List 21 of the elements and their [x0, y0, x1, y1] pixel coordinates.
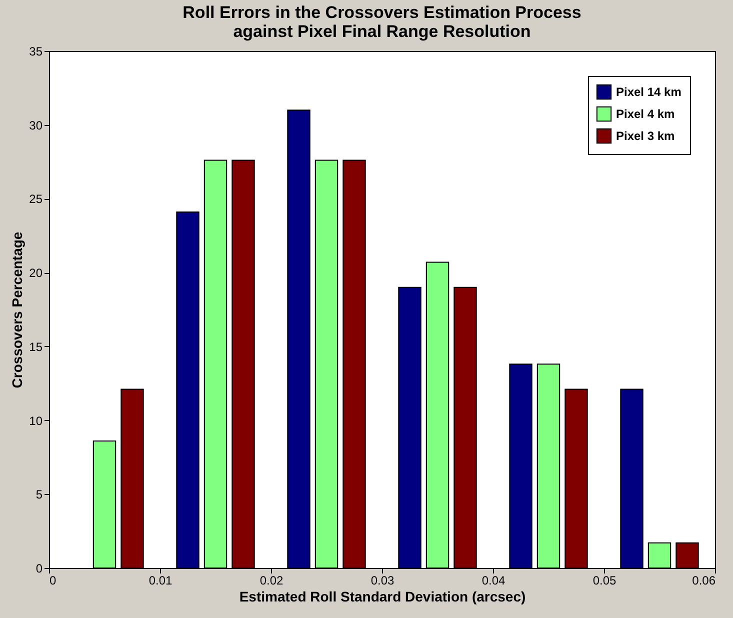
x-tick-label: 0.04	[482, 574, 506, 588]
legend-label: Pixel 4 km	[616, 107, 675, 121]
x-tick-label: 0.06	[692, 574, 716, 588]
legend-label: Pixel 14 km	[616, 85, 682, 99]
legend-label: Pixel 3 km	[616, 129, 675, 143]
x-tick-label: 0.03	[370, 574, 394, 588]
chart-title: Roll Errors in the Crossovers Estimation Process against Pixel Final Range Resolution	[182, 3, 582, 41]
y-tick-label: 30	[29, 118, 43, 132]
x-tick-label: 0.01	[148, 574, 172, 588]
y-tick-label: 20	[29, 266, 43, 280]
y-tick-label: 5	[36, 488, 43, 502]
y-axis-title: Crossovers Percentage	[9, 232, 26, 388]
y-tick-label: 10	[29, 414, 43, 428]
y-tick-label: 0	[36, 562, 43, 576]
x-tick-label: 0.05	[592, 574, 616, 588]
x-tick-label: 0.02	[260, 574, 284, 588]
y-tick-label: 35	[29, 44, 43, 58]
y-tick-label: 15	[29, 340, 43, 354]
y-tick-label: 25	[29, 192, 43, 206]
x-axis-title: Estimated Roll Standard Deviation (arcsec)	[239, 588, 526, 604]
x-tick-label: 0	[50, 574, 56, 588]
